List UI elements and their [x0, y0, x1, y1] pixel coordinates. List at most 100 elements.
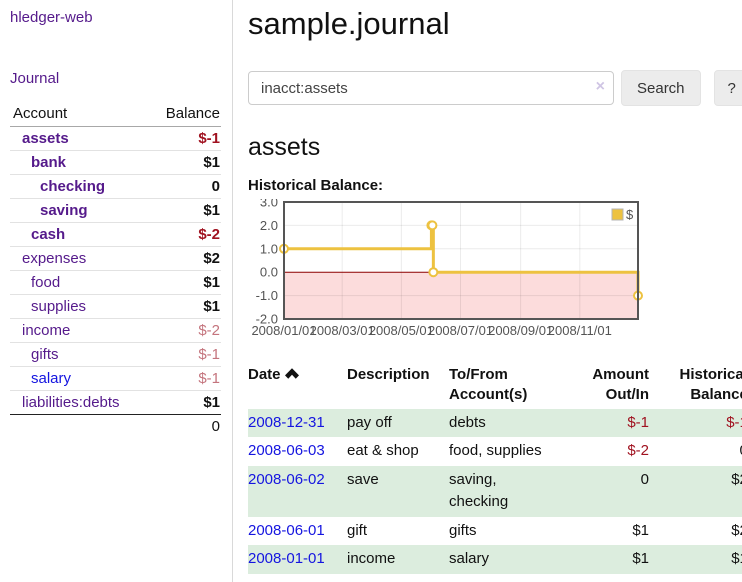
transaction-date-link[interactable]: 2008-06-01 — [248, 521, 325, 539]
transaction-balance: $2 — [731, 470, 742, 488]
register-header-description: Description — [347, 366, 430, 383]
accounts-header-account: Account — [10, 103, 148, 127]
transaction-balance: 0 — [651, 437, 742, 466]
account-balance: $-1 — [198, 130, 220, 147]
transaction-date-link[interactable]: 2008-06-03 — [248, 442, 325, 459]
account-row-gifts: gifts $-1 — [10, 342, 221, 367]
svg-text:3.0: 3.0 — [260, 199, 278, 210]
account-row-cash: cash $-2 — [10, 222, 221, 247]
sidebar: hledger-web Journal Account Balance asse… — [0, 0, 233, 582]
account-balance: $-1 — [147, 342, 221, 367]
svg-text:2008/07/01: 2008/07/01 — [428, 323, 493, 338]
account-row-expenses: expenses $2 — [10, 246, 221, 271]
page-title: sample.journal — [248, 6, 450, 41]
svg-text:2008/11/01: 2008/11/01 — [548, 323, 612, 338]
account-balance: $-1 — [147, 366, 221, 391]
transaction-amount: $1 — [632, 521, 649, 539]
chart-title: Historical Balance: — [248, 177, 384, 194]
account-link-bank[interactable]: bank — [31, 154, 67, 171]
account-link-expenses[interactable]: expenses — [22, 250, 87, 267]
accounts-header-row: Account Balance — [10, 103, 221, 127]
account-link-food[interactable]: food — [31, 274, 61, 291]
svg-text:2008/01/01: 2008/01/01 — [251, 323, 316, 338]
svg-text:2008/03/01: 2008/03/01 — [310, 323, 375, 338]
historical-balance-chart: $3.0 2.0 1.0 0.0 -1.0 -2.02008/01/012008/03/0… — [251, 195, 643, 338]
account-row-checking: checking 0 — [10, 174, 221, 199]
account-link-assets[interactable]: assets — [22, 130, 69, 147]
transaction-description: gift — [347, 521, 368, 539]
chart-container: $3.0 2.0 1.0 0.0 -1.0 -2.0 2008/01/01 2008/03/0… — [248, 195, 742, 345]
account-balance: $1 — [147, 150, 221, 175]
account-link-salary[interactable]: salary — [31, 370, 72, 387]
account-balance: $1 — [147, 390, 221, 415]
account-row-assets: assets $-1 — [10, 127, 221, 151]
transaction-balance: $2 — [731, 521, 742, 539]
register-row: 2008-06-02 save saving, checking 0 $2 — [248, 465, 742, 517]
transaction-accounts: debts — [449, 413, 486, 431]
register-table: Date Description To/From Account(s) Amou… — [248, 362, 742, 574]
transaction-amount: $-2 — [627, 442, 649, 459]
svg-text:0.0: 0.0 — [260, 265, 278, 280]
account-link-cash[interactable]: cash — [31, 226, 66, 243]
register-row: 2008-12-31 pay off debts $-1 $-1 — [248, 408, 742, 437]
search-form: × Search ? — [248, 70, 742, 106]
account-row-liabilities-debts: liabilities:debts $1 — [10, 390, 221, 415]
account-link-saving[interactable]: saving — [40, 202, 88, 219]
account-link-supplies[interactable]: supplies — [31, 298, 87, 315]
register-header-date[interactable]: Date — [248, 362, 347, 409]
transaction-accounts: food, supplies — [449, 442, 542, 459]
search-help-button[interactable]: ? — [713, 70, 742, 106]
register-row: 2008-01-01 income salary $1 $1 — [248, 545, 742, 574]
search-input-wrap: × — [248, 71, 614, 105]
svg-text:$: $ — [626, 207, 634, 222]
main-content: sample.journal × Search ? assets Histori… — [233, 0, 742, 582]
svg-text:2008/09/01: 2008/09/01 — [488, 323, 553, 338]
account-balance: $-2 — [147, 222, 221, 247]
account-balance: $1 — [147, 270, 221, 295]
accounts-header-balance: Balance — [147, 103, 221, 127]
account-row-food: food $1 — [10, 270, 221, 295]
accounts-balance-table: Account Balance assets $-1 bank $1 check… — [10, 103, 221, 438]
transaction-accounts: saving, checking — [449, 470, 509, 511]
account-link-checking[interactable]: checking — [40, 178, 106, 195]
account-row-supplies: supplies $1 — [10, 294, 221, 319]
transaction-date-link[interactable]: 2008-12-31 — [248, 413, 325, 431]
register-header-row: Date Description To/From Account(s) Amou… — [248, 362, 742, 409]
account-balance: 0 — [147, 174, 221, 199]
account-heading: assets — [248, 133, 321, 161]
transaction-amount: $1 — [632, 550, 649, 567]
svg-text:2008/05/01: 2008/05/01 — [369, 323, 434, 338]
search-input[interactable] — [248, 71, 614, 105]
transaction-date-link[interactable]: 2008-01-01 — [248, 550, 325, 567]
clear-search-icon[interactable]: × — [595, 78, 605, 95]
account-balance: $1 — [147, 198, 221, 223]
account-balance: $1 — [147, 294, 221, 319]
account-balance: $-2 — [147, 318, 221, 343]
transaction-amount: 0 — [640, 470, 649, 488]
register-header-amount: Amount Out/In — [592, 366, 649, 404]
svg-text:-1.0: -1.0 — [256, 288, 278, 303]
search-button[interactable]: Search — [621, 70, 701, 106]
register-row: 2008-06-01 gift gifts $1 $2 — [248, 517, 742, 546]
account-link-liabilities-debts[interactable]: liabilities:debts — [22, 394, 120, 411]
transaction-accounts: gifts — [449, 521, 477, 539]
register-header-accounts: To/From Account(s) — [449, 366, 528, 404]
transaction-description: eat & shop — [347, 442, 419, 459]
account-link-income[interactable]: income — [22, 322, 71, 339]
transaction-accounts: salary — [449, 550, 490, 567]
register-header-balance: Historical Balance — [679, 366, 742, 404]
account-link-gifts[interactable]: gifts — [31, 346, 59, 363]
account-row-bank: bank $1 — [10, 150, 221, 175]
transaction-description: income — [347, 550, 396, 567]
transaction-description: save — [347, 470, 379, 488]
brand-link[interactable]: hledger-web — [10, 9, 93, 26]
sidebar-item-journal[interactable]: Journal — [10, 70, 60, 87]
svg-text:2.0: 2.0 — [260, 218, 278, 233]
transaction-date-link[interactable]: 2008-06-02 — [248, 470, 325, 488]
svg-text:-2.0: -2.0 — [256, 312, 278, 327]
account-row-income: income $-2 — [10, 318, 221, 343]
account-row-saving: saving $1 — [10, 198, 221, 223]
register-row: 2008-06-03 eat & shop food, supplies $-2… — [248, 437, 742, 466]
transaction-balance: $1 — [731, 550, 742, 567]
